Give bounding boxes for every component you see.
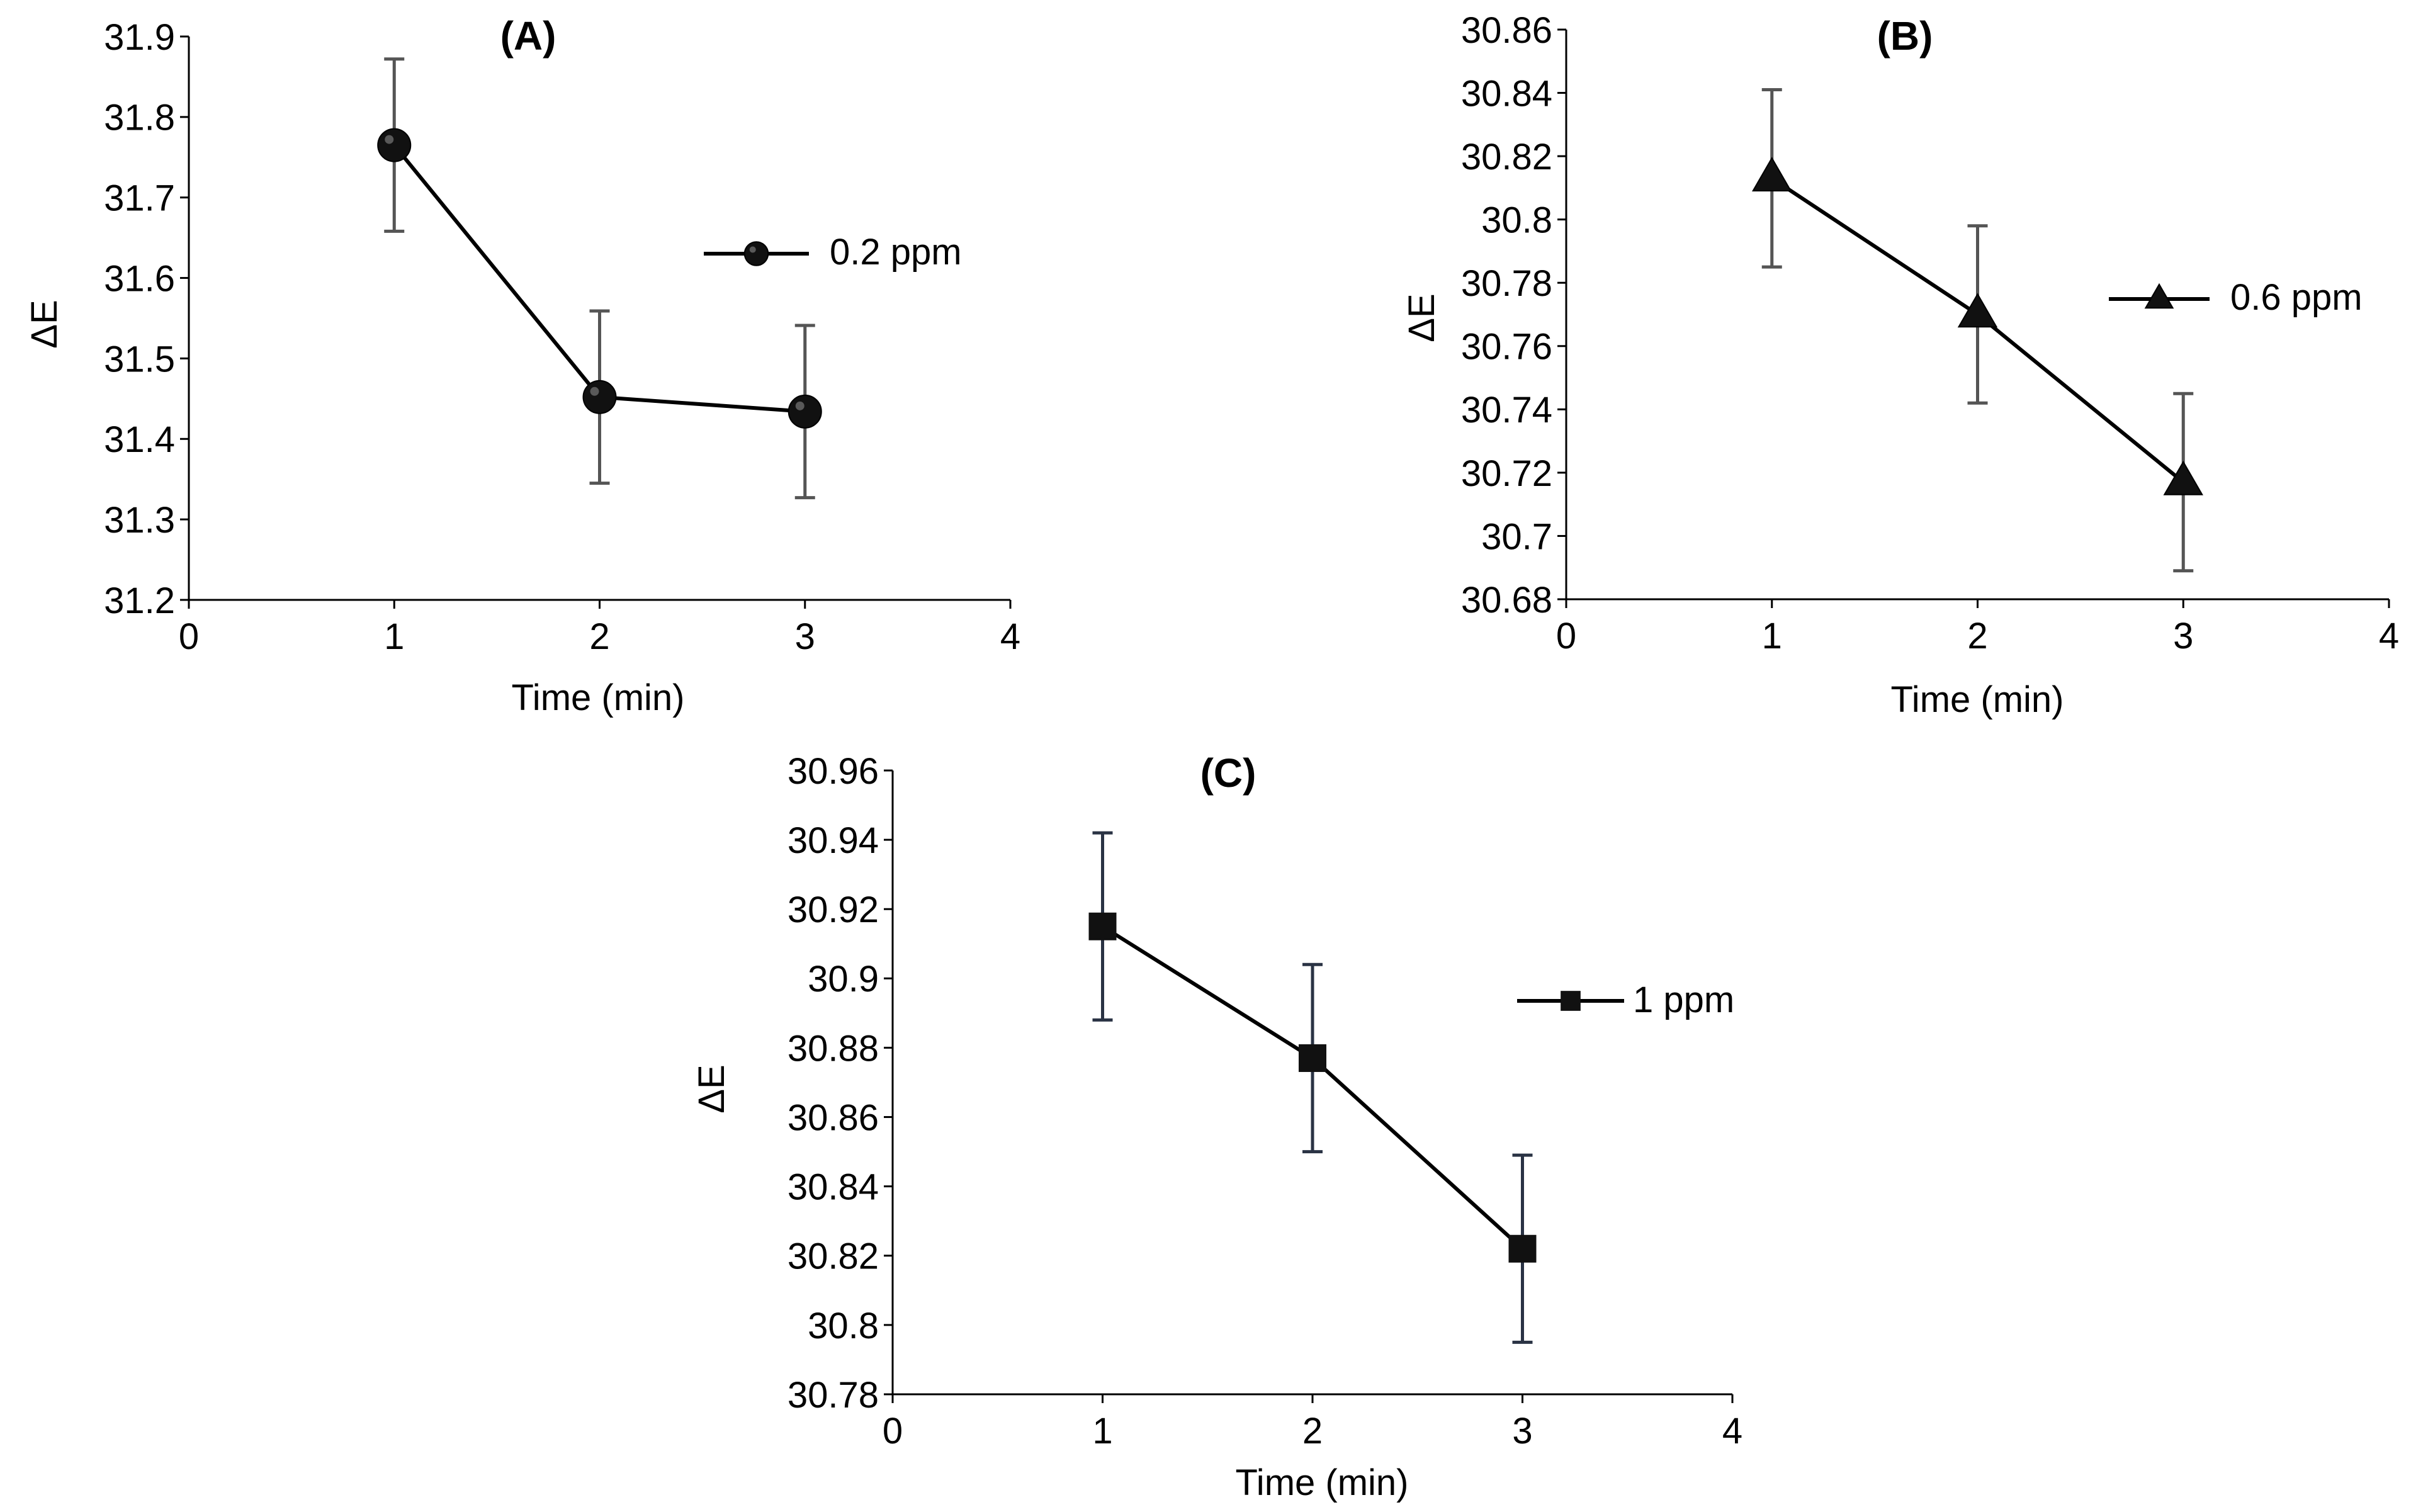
data-point [1752, 157, 1792, 192]
x-tick-label: 2 [589, 616, 609, 657]
chart-title: (A) [500, 13, 556, 59]
x-tick-label: 0 [1556, 616, 1576, 657]
legend-marker-highlight [749, 246, 756, 253]
legend-marker [743, 241, 769, 266]
data-point [1299, 1044, 1326, 1072]
y-tick-label: 30.86 [1461, 10, 1552, 51]
y-tick-label: 30.82 [1461, 137, 1552, 178]
x-tick-label: 3 [795, 616, 815, 657]
chart-panel-a: (A) Time (min) ΔE 0.2 ppm 31.231.331.431… [24, 13, 1020, 718]
y-tick-label: 30.76 [1461, 327, 1552, 368]
x-tick-label: 2 [1967, 616, 1987, 657]
y-tick-label: 31.7 [104, 178, 175, 219]
y-tick-label: 30.84 [788, 1167, 879, 1208]
y-tick-label: 30.9 [808, 959, 879, 1000]
y-tick-label: 30.88 [788, 1028, 879, 1069]
legend-marker [1561, 991, 1581, 1011]
y-tick-label: 31.4 [104, 419, 175, 460]
x-tick-label: 4 [1000, 616, 1020, 657]
y-tick-label: 30.86 [788, 1097, 879, 1138]
x-tick-label: 2 [1302, 1411, 1323, 1452]
y-axis-label: ΔE [1401, 293, 1442, 342]
x-axis-label: Time (min) [1236, 1462, 1409, 1503]
legend-marker [2144, 283, 2174, 309]
y-tick-label: 30.74 [1461, 390, 1552, 431]
x-tick-label: 0 [179, 616, 199, 657]
data-point [1508, 1234, 1537, 1263]
chart-panel-c: (C) Time (min) ΔE 1 ppm 30.7830.830.8230… [691, 750, 1742, 1503]
y-tick-label: 30.94 [788, 820, 879, 861]
y-tick-label: 31.6 [104, 258, 175, 299]
y-tick-label: 31.3 [104, 500, 175, 541]
x-axis-label: Time (min) [512, 677, 685, 718]
y-tick-label: 30.84 [1461, 73, 1552, 114]
data-point [377, 128, 412, 162]
data-point-highlight [590, 386, 599, 396]
data-point [582, 380, 617, 414]
data-point [788, 394, 822, 429]
chart-panel-b: (B) Time (min) ΔE 0.6 ppm 30.68 30.7 30.72… [1401, 10, 2399, 720]
x-tick-label: 1 [1762, 616, 1782, 657]
y-axis-label: ΔE [24, 300, 65, 348]
y-tick-label: 30.92 [788, 889, 879, 930]
x-tick-label: 4 [2379, 616, 2399, 657]
x-tick-label: 0 [883, 1411, 903, 1452]
y-tick-label: 30.72 [1461, 453, 1552, 494]
data-point [2163, 460, 2203, 495]
x-tick-label: 1 [1092, 1411, 1112, 1452]
y-tick-label: 31.2 [104, 580, 175, 621]
data-point [1957, 293, 1998, 328]
y-tick-label: 30.8 [1481, 200, 1552, 241]
y-tick-label: 30.96 [788, 751, 879, 792]
y-tick-label: 30.8 [808, 1306, 879, 1346]
x-tick-label: 3 [1512, 1411, 1532, 1452]
x-tick-label: 1 [384, 616, 404, 657]
y-tick-label: 31.8 [104, 98, 175, 138]
y-tick-label: 30.78 [1461, 263, 1552, 304]
legend-label: 0.6 ppm [2230, 277, 2363, 318]
data-point [1088, 912, 1117, 940]
legend-label: 0.2 ppm [830, 232, 962, 273]
x-axis-label: Time (min) [1891, 679, 2064, 720]
y-tick-label: 30.82 [788, 1236, 879, 1277]
y-tick-label: 30.7 [1481, 516, 1552, 557]
data-point-highlight [795, 401, 805, 410]
y-tick-label: 31.9 [104, 17, 175, 58]
chart-title: (C) [1200, 750, 1256, 796]
x-tick-label: 4 [1722, 1411, 1742, 1452]
y-axis-label: ΔE [691, 1064, 732, 1113]
y-tick-label: 31.5 [104, 339, 175, 380]
y-tick-label: 30.68 [1461, 580, 1552, 621]
legend-label: 1 ppm [1633, 979, 1734, 1020]
y-tick-label: 30.78 [788, 1375, 879, 1416]
chart-title: (B) [1877, 13, 1933, 59]
data-point-highlight [385, 135, 394, 144]
x-tick-label: 3 [2173, 616, 2193, 657]
